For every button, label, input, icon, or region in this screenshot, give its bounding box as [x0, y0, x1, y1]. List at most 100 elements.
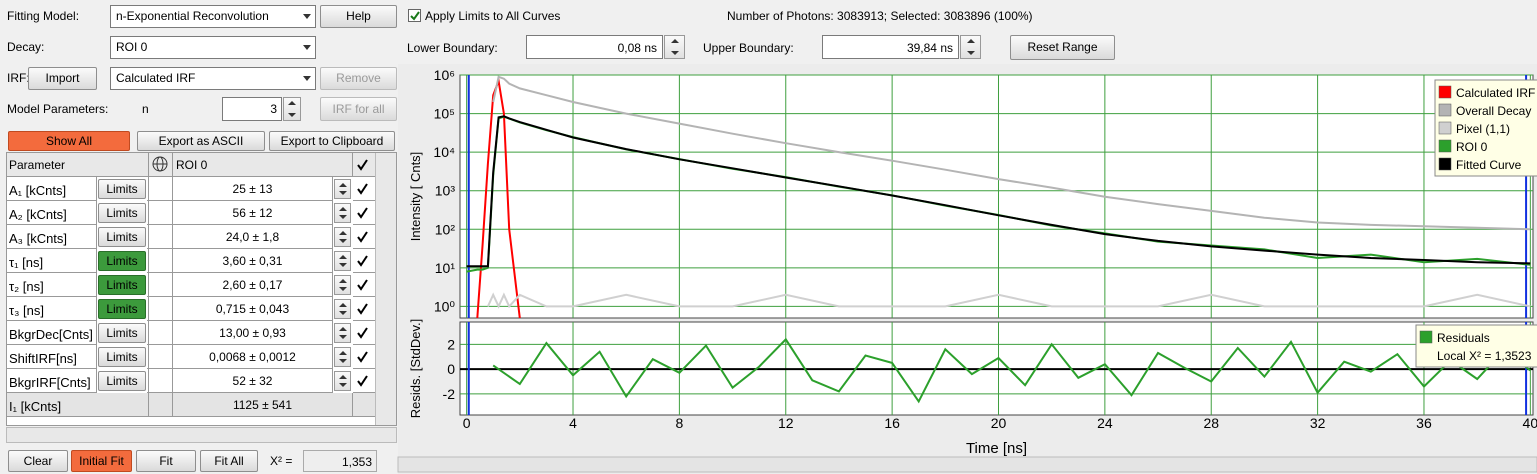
- spinner[interactable]: [334, 227, 351, 247]
- legend-annotation: Local X² = 1,3523: [1437, 349, 1532, 363]
- limits-button[interactable]: Limits: [98, 275, 146, 295]
- checkbox[interactable]: [353, 225, 375, 249]
- dropdown-text: n-Exponential Reconvolution: [116, 9, 269, 23]
- checkmark: [357, 303, 368, 315]
- x-tick-label: 8: [675, 415, 683, 431]
- dropdown[interactable]: ROI 0: [110, 36, 316, 59]
- parameter-value[interactable]: 13,00 ± 0,93: [173, 321, 333, 345]
- v-scrollbar[interactable]: [375, 153, 396, 425]
- spinner[interactable]: [334, 275, 351, 295]
- checkbox[interactable]: [353, 369, 375, 393]
- parameter-value[interactable]: 52 ± 32: [173, 369, 333, 393]
- button[interactable]: IRF for all: [320, 97, 397, 121]
- data-line: [492, 75, 1531, 231]
- y-tick-label: 2: [447, 336, 455, 352]
- h-scrollbar[interactable]: [397, 456, 1537, 473]
- parameter-value[interactable]: 24,0 ± 1,8: [173, 225, 333, 249]
- globe-icon[interactable]: [149, 153, 173, 177]
- spinner[interactable]: [334, 203, 351, 223]
- spinner[interactable]: [334, 299, 351, 319]
- dropdown-text: Calculated IRF: [116, 71, 196, 85]
- legend-swatch: [1438, 139, 1452, 153]
- spinner[interactable]: [334, 179, 351, 199]
- checkmark: [357, 183, 368, 195]
- spinner[interactable]: [283, 97, 301, 121]
- checkbox[interactable]: [353, 177, 375, 201]
- parameter-name: ShiftIRF[ns]: [7, 345, 97, 369]
- x-tick-label: 32: [1310, 415, 1326, 431]
- x-tick-label: 12: [778, 415, 794, 431]
- button[interactable]: Help: [320, 5, 397, 28]
- button[interactable]: Initial Fit: [71, 450, 132, 472]
- parameter-value[interactable]: 0,715 ± 0,043: [173, 297, 333, 321]
- spin-input[interactable]: 0,08 ns: [526, 35, 663, 59]
- globe: [152, 156, 168, 172]
- parameter-value[interactable]: 56 ± 12: [173, 201, 333, 225]
- checkbox[interactable]: [353, 201, 375, 225]
- spin-input[interactable]: 3: [222, 97, 282, 121]
- cell: [147, 201, 149, 225]
- x-tick-label: 36: [1416, 415, 1432, 431]
- parameter-value[interactable]: 25 ± 13: [173, 177, 333, 201]
- cell: [147, 225, 149, 249]
- limits-button[interactable]: Limits: [98, 203, 146, 223]
- limits-button[interactable]: Limits: [98, 179, 146, 199]
- cell: [149, 297, 173, 321]
- checkbox[interactable]: [353, 345, 375, 369]
- legend-box: [1434, 79, 1537, 177]
- parameter-name: A₁ [kCnts]: [7, 177, 97, 201]
- label: Apply Limits to All Curves: [425, 9, 561, 23]
- limits-button[interactable]: Limits: [98, 251, 146, 271]
- y-tick-label: 10⁰: [434, 298, 456, 314]
- spinner[interactable]: [664, 35, 685, 59]
- x-tick-label: 24: [1097, 415, 1113, 431]
- button[interactable]: Import: [28, 67, 97, 90]
- y-tick-label: -2: [443, 386, 456, 402]
- spinner[interactable]: [334, 347, 351, 367]
- button[interactable]: Export as ASCII: [137, 131, 265, 151]
- y-axis-title: Intensity [ Cnts]: [408, 152, 423, 242]
- cell: [147, 321, 149, 345]
- limits-button[interactable]: Limits: [98, 227, 146, 247]
- button[interactable]: Reset Range: [1010, 35, 1115, 60]
- limits-button[interactable]: Limits: [98, 371, 146, 391]
- spinner[interactable]: [960, 35, 981, 59]
- label: Fitting Model:: [7, 9, 80, 23]
- button[interactable]: Clear: [8, 450, 68, 472]
- checkbox[interactable]: [408, 9, 421, 22]
- parameter-value[interactable]: 1125 ± 541: [173, 393, 353, 417]
- cell: [147, 297, 149, 321]
- limits-button[interactable]: Limits: [98, 347, 146, 367]
- h-scrollbar[interactable]: [6, 427, 397, 443]
- dropdown[interactable]: n-Exponential Reconvolution: [110, 5, 316, 28]
- checkbox[interactable]: [353, 249, 375, 273]
- dropdown[interactable]: Calculated IRF: [110, 67, 316, 90]
- parameter-value[interactable]: 0,0068 ± 0,0012: [173, 345, 333, 369]
- button[interactable]: Fit All: [200, 450, 258, 472]
- button[interactable]: Show All: [8, 131, 130, 151]
- checkbox[interactable]: [353, 321, 375, 345]
- limits-button[interactable]: Limits: [98, 299, 146, 319]
- legend-label: Pixel (1,1): [1456, 122, 1510, 136]
- parameter-value[interactable]: 2,60 ± 0,17: [173, 273, 333, 297]
- spinner[interactable]: [334, 371, 351, 391]
- spinner[interactable]: [334, 323, 351, 343]
- y-tick-label: 10²: [435, 221, 456, 237]
- checkbox[interactable]: [353, 273, 375, 297]
- checkbox[interactable]: [353, 297, 375, 321]
- checkmark: [357, 207, 368, 219]
- check-header[interactable]: [353, 153, 375, 177]
- limits-button[interactable]: Limits: [98, 323, 146, 343]
- legend-swatch: [1438, 85, 1452, 99]
- x-tick-label: 4: [569, 415, 577, 431]
- parameter-value[interactable]: 3,60 ± 0,31: [173, 249, 333, 273]
- button[interactable]: Export to Clipboard: [269, 131, 395, 151]
- button[interactable]: Remove: [320, 67, 397, 90]
- label: X² =: [270, 454, 293, 468]
- spinner[interactable]: [334, 251, 351, 271]
- label: n: [142, 102, 149, 116]
- spin-input[interactable]: 39,84 ns: [822, 35, 959, 59]
- label: IRF:: [7, 71, 30, 85]
- button[interactable]: Fit: [136, 450, 196, 472]
